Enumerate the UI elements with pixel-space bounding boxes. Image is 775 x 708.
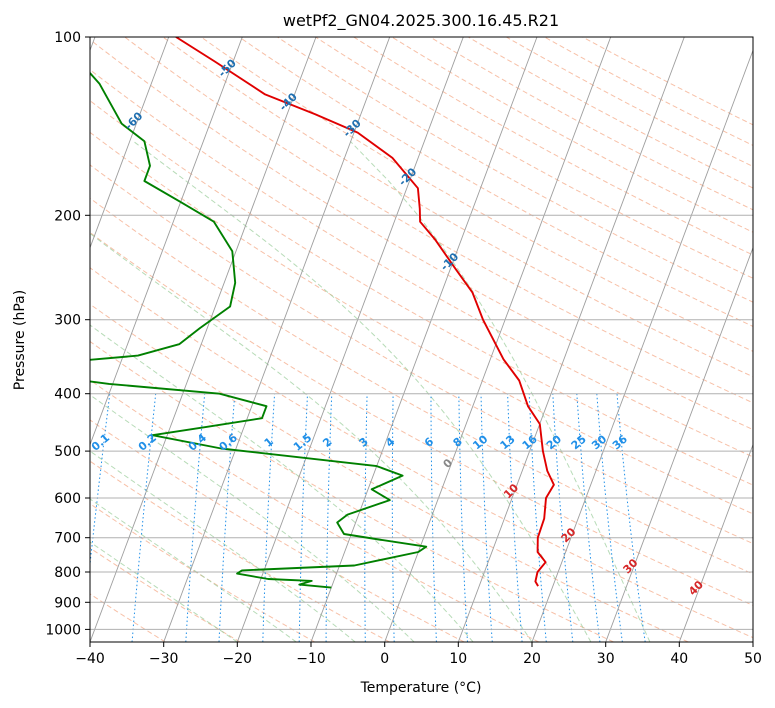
dry-adiabat <box>467 37 753 189</box>
isotherm <box>90 37 317 642</box>
mixing-ratio-line <box>218 393 236 642</box>
dewpoint-line <box>90 71 428 589</box>
x-axis-label: Temperature (°C) <box>360 680 482 696</box>
isotherm <box>605 246 753 642</box>
mixing-ratio-line <box>391 393 395 642</box>
mixing-ratio-lines <box>90 393 646 642</box>
dry-adiabat <box>200 37 753 352</box>
dry-adiabat <box>544 37 753 146</box>
mixing-ratio-line <box>458 393 468 642</box>
y-tick-label: 300 <box>54 313 81 329</box>
isotherm <box>163 37 391 642</box>
mixing-ratio-line <box>262 393 276 642</box>
y-tick-label: 1000 <box>45 622 81 638</box>
y-axis-label: Pressure (hPa) <box>12 290 28 390</box>
y-tick-label: 800 <box>54 565 81 581</box>
mixing-ratio-line <box>616 393 646 642</box>
dry-adiabat <box>90 164 753 545</box>
y-tick-label: 500 <box>54 444 81 460</box>
y-axis: 1000 900 800 700 600 500 400 300 200 100 <box>45 30 90 638</box>
x-tick-label: 10 <box>449 651 467 667</box>
isotherm <box>457 37 685 642</box>
x-tick-label: 0 <box>380 651 389 667</box>
x-tick-label: −40 <box>75 651 105 667</box>
mixing-ratio-line <box>507 393 523 642</box>
mixing-ratio-line <box>185 393 206 642</box>
dry-adiabat <box>90 379 540 642</box>
y-tick-label: 200 <box>54 208 81 224</box>
dry-adiabat <box>90 231 753 606</box>
isotherm <box>310 37 538 642</box>
dry-adiabat <box>429 37 753 211</box>
dry-adiabat <box>90 460 390 642</box>
y-tick-label: 900 <box>54 595 81 611</box>
dry-adiabat <box>277 37 753 303</box>
x-tick-label: 30 <box>597 651 615 667</box>
x-tick-label: 40 <box>670 651 688 667</box>
dry-adiabat <box>90 503 315 642</box>
dry-adiabat <box>90 419 465 642</box>
mixing-ratio-line <box>576 393 601 642</box>
x-tick-label: −20 <box>223 651 253 667</box>
isotherm <box>678 443 753 642</box>
dry-adiabat <box>90 69 753 458</box>
isobars <box>90 37 753 630</box>
sounding-series <box>90 37 555 589</box>
mixing-ratio-line <box>480 393 493 642</box>
dry-adiabat <box>90 131 753 515</box>
mixing-ratio-line <box>131 393 157 642</box>
x-tick-label: 50 <box>744 651 762 667</box>
isotherm <box>90 37 170 249</box>
isotherms <box>90 37 753 642</box>
dry-adiabat <box>162 37 753 378</box>
dry-adiabat <box>90 39 753 431</box>
dry-adiabats <box>90 37 753 642</box>
y-tick-label: 400 <box>54 387 81 403</box>
mixing-ratio-line <box>596 393 623 642</box>
mixing-ratio-line <box>430 393 437 642</box>
dry-adiabat <box>391 37 753 233</box>
dry-adiabat <box>90 303 689 642</box>
isotherm <box>236 37 464 642</box>
isotherm <box>531 49 753 642</box>
y-tick-label: 100 <box>54 30 81 46</box>
x-tick-label: 20 <box>523 651 541 667</box>
y-tick-label: 700 <box>54 531 81 547</box>
mixing-ratio-line <box>552 393 574 642</box>
dry-adiabat <box>315 37 753 279</box>
isotherm <box>384 37 612 642</box>
plot-frame <box>89 36 754 643</box>
mixing-ratio-line <box>364 393 368 642</box>
x-axis: −40 −30 −20 −10 0 10 20 30 40 50 <box>75 642 762 667</box>
mixing-ratio-line <box>298 393 308 642</box>
x-tick-label: −10 <box>296 651 326 667</box>
dry-adiabat <box>90 197 753 575</box>
mixing-ratio-line <box>325 393 333 642</box>
isotherm <box>90 37 243 446</box>
y-tick-label: 600 <box>54 491 81 507</box>
chart-title: wetPf2_GN04.2025.300.16.45.R21 <box>283 11 559 31</box>
mixing-ratio-line <box>528 393 547 642</box>
temperature-line <box>175 37 555 587</box>
x-tick-label: −30 <box>149 651 179 667</box>
